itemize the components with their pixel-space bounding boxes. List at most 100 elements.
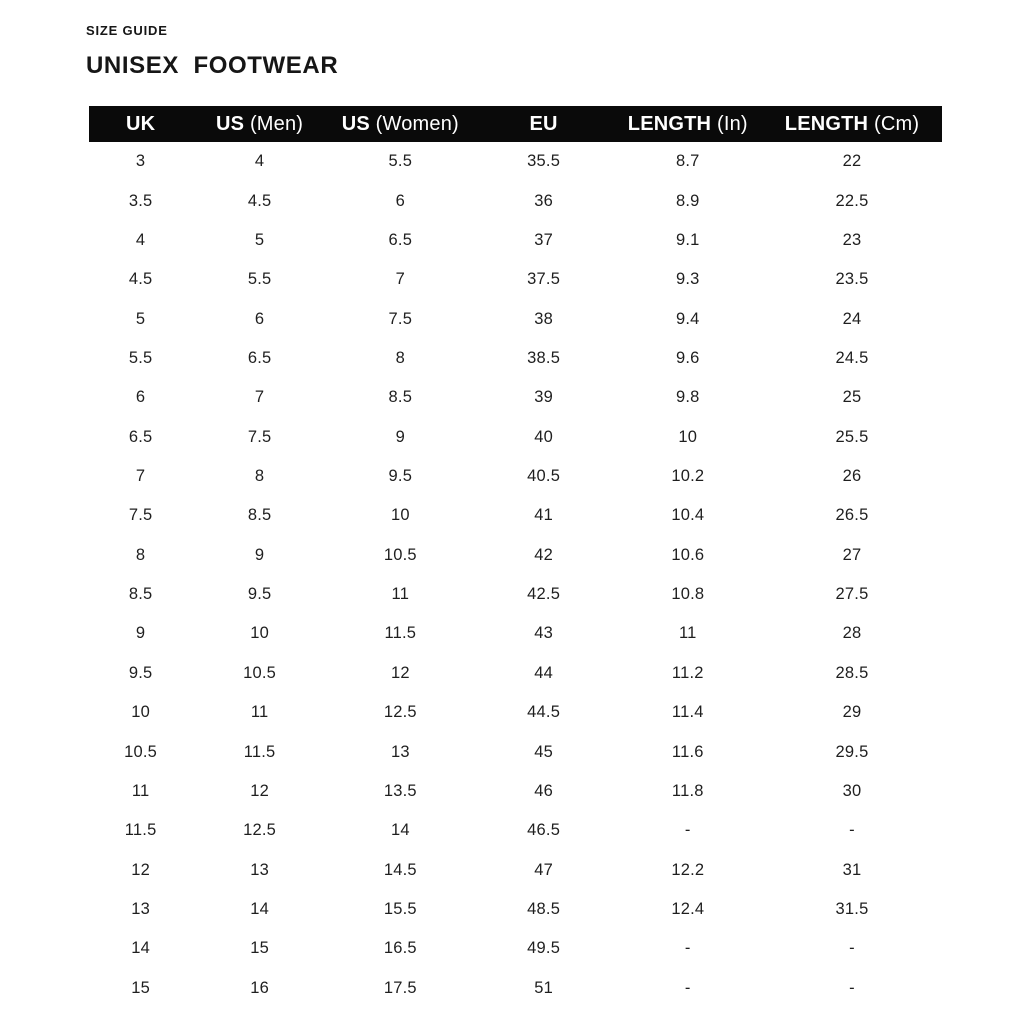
table-cell: 13: [390, 742, 410, 761]
table-cell: 9.4: [676, 309, 700, 328]
table-cell: 8: [254, 467, 265, 486]
table-cell: 4: [254, 152, 265, 171]
table-cell: 27: [842, 545, 862, 564]
page-eyebrow: SIZE GUIDE: [86, 23, 168, 38]
table-cell: -: [849, 821, 855, 840]
table-cell: 14: [131, 939, 150, 958]
column-header-bold: UK: [125, 112, 156, 135]
table-cell: 46.5: [527, 821, 561, 840]
table-cell: 10.6: [671, 545, 705, 564]
table-cell: 11.5: [124, 821, 157, 840]
table-cell: 14: [250, 900, 269, 918]
table-cell: 49.5: [527, 939, 561, 958]
table-cell: 14: [390, 821, 410, 840]
table-cell: 40.5: [527, 467, 561, 486]
table-cell: 47: [534, 860, 553, 879]
table-cell: 9.5: [388, 467, 413, 486]
table-row: 13 14 15.5 48.5 12.4 31.5: [89, 890, 942, 929]
table-cell: 11.2: [671, 663, 704, 682]
column-header-light: (Men): [244, 112, 304, 135]
table-cell: 12.4: [671, 900, 705, 918]
table-cell: -: [849, 939, 855, 958]
column-header: LENGTH (In): [614, 106, 762, 142]
table-cell: 6.5: [128, 427, 153, 446]
table-cell: 12.5: [243, 821, 277, 840]
table-cell: -: [684, 939, 691, 958]
table-cell: 10.5: [243, 663, 277, 682]
table-cell: 6: [254, 309, 265, 328]
table-cell: 28: [842, 624, 862, 643]
table-row: 4.5 5.5 7 37.5 9.3 23.5: [89, 260, 942, 299]
table-cell: 8.7: [676, 152, 700, 171]
table-cell: 11.5: [384, 624, 417, 643]
table-cell: 17.5: [383, 978, 417, 997]
table-cell: 43: [534, 624, 553, 643]
table-cell: 22: [842, 152, 862, 171]
table-cell: 8: [395, 348, 406, 367]
table-cell: 44: [534, 663, 553, 682]
table-cell: 4.5: [247, 191, 272, 210]
table-cell: 11.4: [671, 703, 704, 722]
table-row: 9.5 10.5 12 44 11.2 28.5: [89, 654, 942, 693]
table-cell: 29: [842, 703, 862, 722]
column-header-bold: LENGTH: [627, 112, 712, 135]
table-cell: 11: [679, 624, 697, 643]
table-cell: 31.5: [835, 900, 869, 918]
table-cell: 11.8: [671, 781, 704, 800]
table-cell: 14.5: [383, 860, 417, 879]
table-cell: 6.5: [247, 348, 272, 367]
table-cell: 3: [135, 152, 146, 171]
table-cell: 7: [254, 388, 265, 407]
table-row: 15 16 17.5 51 - -: [89, 969, 942, 1008]
column-header-bold: EU: [529, 112, 558, 135]
column-header: EU: [474, 106, 614, 142]
table-cell: 15.5: [383, 900, 417, 918]
table-cell: 9.3: [676, 270, 700, 289]
table-row: 11.5 12.5 14 46.5 - -: [89, 811, 942, 850]
table-cell: 9.5: [247, 585, 272, 604]
table-row: 4 5 6.5 37 9.1 23: [89, 221, 942, 260]
table-cell: 41: [534, 506, 553, 525]
table-cell: 10: [131, 703, 150, 722]
column-header-bold: LENGTH: [784, 112, 869, 135]
table-cell: 7: [135, 467, 146, 486]
size-table-header-row: UK US (Men) US (Women) EU LENGTH (In) LENGTH …: [89, 106, 942, 142]
column-header: UK: [89, 106, 192, 142]
table-cell: 12: [131, 860, 150, 879]
table-cell: 9.6: [676, 348, 700, 367]
table-cell: 22.5: [835, 191, 869, 210]
table-cell: 6: [395, 191, 406, 210]
table-cell: -: [684, 821, 691, 840]
table-cell: 6: [135, 388, 146, 407]
table-cell: 5: [254, 230, 265, 249]
table-cell: 16.5: [383, 939, 417, 958]
table-cell: 11.6: [671, 742, 704, 761]
table-cell: -: [849, 978, 855, 997]
table-cell: 40: [534, 427, 553, 446]
table-cell: 29.5: [835, 742, 869, 761]
table-cell: 13: [250, 860, 269, 879]
size-conversion-table: UK US (Men) US (Women) EU LENGTH (In) LENGTH …: [89, 106, 942, 1008]
column-header-light: (In): [711, 112, 748, 135]
table-cell: 23.5: [835, 270, 869, 289]
table-cell: 3.5: [128, 191, 153, 210]
table-cell: 12.5: [383, 703, 417, 722]
table-cell: 10: [390, 506, 410, 525]
table-cell: 4.5: [128, 270, 153, 289]
column-header-light: (Women): [369, 112, 459, 135]
table-cell: 10.5: [124, 742, 158, 761]
table-cell: 10.8: [671, 585, 705, 604]
size-table-body: 3 4 5.5 35.5 8.7 22 3.5 4.5 6 36 8.9 22.5 4 5 6.5 37 9.1…: [89, 142, 942, 1008]
column-header-bold: US: [216, 112, 245, 135]
table-cell: 48.5: [527, 900, 561, 918]
table-cell: 42: [534, 545, 553, 564]
table-cell: 13.5: [383, 781, 417, 800]
table-cell: 9.8: [676, 388, 700, 407]
table-cell: 7.5: [247, 427, 272, 446]
table-row: 5.5 6.5 8 38.5 9.6 24.5: [89, 339, 942, 378]
table-row: 8.5 9.5 11 42.5 10.8 27.5: [89, 575, 942, 614]
table-cell: 11: [391, 585, 410, 604]
table-cell: 11.5: [243, 742, 276, 761]
table-cell: 16: [250, 978, 269, 997]
table-cell: 36: [534, 191, 553, 210]
